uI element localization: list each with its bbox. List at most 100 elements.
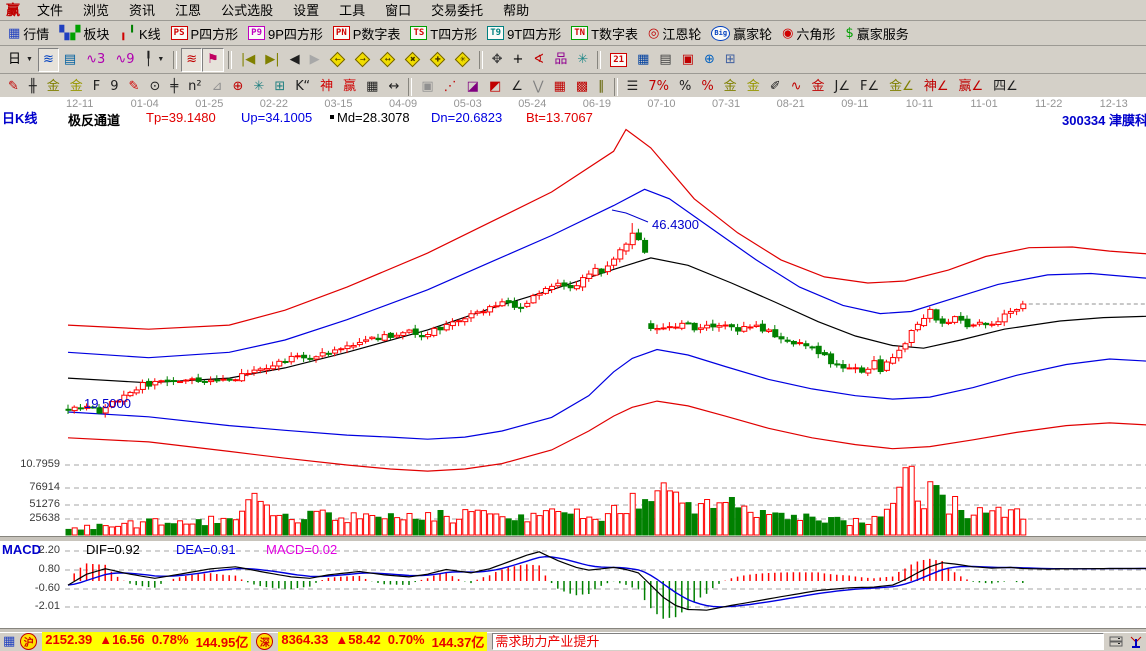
- crosshair-tool-button[interactable]: +: [508, 48, 529, 72]
- measure-tool-button[interactable]: ∢: [528, 48, 549, 72]
- menu-item-6[interactable]: 工具: [339, 3, 366, 18]
- menu-item-3[interactable]: 江恩: [175, 3, 202, 18]
- nav-prev-button[interactable]: ◀: [285, 48, 305, 72]
- n-squared-button[interactable]: n²: [183, 75, 206, 99]
- sectors-button[interactable]: ▚ ▞ 板块: [54, 21, 114, 45]
- network-tool-button[interactable]: ⊕: [699, 48, 720, 72]
- seven-percent-button[interactable]: 7%: [643, 75, 674, 99]
- spiral-9-button[interactable]: 9: [105, 75, 123, 99]
- four-angle-button[interactable]: 四∠: [988, 75, 1023, 99]
- box-frame-button[interactable]: ▣: [416, 75, 438, 99]
- k-quotes-button[interactable]: K“: [290, 75, 315, 99]
- news-ticker[interactable]: 需求助力产业提升: [492, 633, 1104, 650]
- f-angle-button[interactable]: F∠: [855, 75, 884, 99]
- menu-item-9[interactable]: 帮助: [503, 3, 530, 18]
- ying-angle-button[interactable]: 赢∠: [953, 75, 988, 99]
- j-angle-button[interactable]: J∠: [830, 75, 856, 99]
- info-document-button[interactable]: ▤: [59, 48, 81, 72]
- menu-item-8[interactable]: 交易委托: [431, 3, 484, 18]
- antenna-icon[interactable]: [1129, 635, 1143, 649]
- p-digit-table-button[interactable]: PN P数字表: [328, 21, 406, 45]
- menu-item-1[interactable]: 浏览: [83, 3, 110, 18]
- drive-icon[interactable]: [1109, 635, 1124, 649]
- circle-target-button[interactable]: ⊕: [228, 75, 249, 99]
- tick-ruler-button[interactable]: ╪: [165, 75, 183, 99]
- shanghai-index[interactable]: 2152.39 ▲16.56 0.78% 144.95亿: [42, 632, 252, 651]
- calculator-tool-button[interactable]: ▦: [632, 48, 654, 72]
- star-web-button[interactable]: ✳: [248, 75, 269, 99]
- nav-first-button[interactable]: |◀: [236, 48, 260, 72]
- hexagon-button[interactable]: ◉ 六角形: [777, 21, 840, 45]
- gann-compress-button[interactable]: ✖: [400, 48, 425, 72]
- p-square-button[interactable]: PS P四方形: [166, 21, 244, 45]
- fan-lines-button[interactable]: ⋰: [439, 75, 462, 99]
- dense-grid-button[interactable]: ▦: [361, 75, 383, 99]
- gold-red-button[interactable]: 金: [807, 75, 830, 99]
- angle-rays-button[interactable]: ∠: [506, 75, 528, 99]
- candle-style-dropdown-arrow[interactable]: ▼: [157, 56, 165, 63]
- gold-angle-button[interactable]: 金∠: [884, 75, 919, 99]
- fan-square-button[interactable]: ◪: [462, 75, 484, 99]
- price-ladder-button[interactable]: ☰: [622, 75, 644, 99]
- calendar-tool-button[interactable]: 21: [605, 48, 632, 72]
- pattern-red-button[interactable]: ≋: [181, 47, 203, 72]
- market-quotes-button[interactable]: ▦ 行情: [3, 21, 54, 45]
- menu-item-0[interactable]: 文件: [37, 3, 64, 18]
- menu-item-4[interactable]: 公式选股: [221, 3, 274, 18]
- shenzhen-index[interactable]: 8364.33 ▲58.42 0.70% 144.37亿: [278, 632, 488, 651]
- nav-next-button[interactable]: ▶: [305, 48, 325, 72]
- red-grid-2-button[interactable]: ▩: [571, 75, 593, 99]
- gold-circle-button[interactable]: 金: [719, 75, 742, 99]
- chart-canvas[interactable]: [0, 97, 1146, 632]
- shen-tool-button[interactable]: 神: [315, 75, 338, 99]
- save-tool-button[interactable]: ▣: [677, 48, 699, 72]
- winner-service-button[interactable]: $ 赢家服务: [840, 21, 913, 45]
- menu-item-7[interactable]: 窗口: [385, 3, 412, 18]
- ink-ruler-button[interactable]: ✐: [765, 75, 786, 99]
- wave-channel-button[interactable]: ∿: [786, 75, 807, 99]
- gold-grid-2-button[interactable]: 金: [65, 75, 88, 99]
- candle-style-button[interactable]: ╿ ▼: [140, 48, 170, 72]
- gann-left-button[interactable]: ←: [325, 48, 350, 72]
- time-clock-button[interactable]: ⊙: [144, 75, 165, 99]
- analysis-brain-button[interactable]: ✳: [572, 48, 593, 72]
- red-pen-button[interactable]: ✎: [124, 75, 145, 99]
- span-arrows-button[interactable]: ↔: [383, 75, 404, 99]
- chart-small-3-button[interactable]: ∿3: [81, 48, 110, 72]
- chart-small-9-button[interactable]: ∿9: [110, 48, 139, 72]
- zigzag-line-button[interactable]: ⋁: [528, 75, 549, 99]
- notes-tool-button[interactable]: ▤: [654, 48, 676, 72]
- period-day-button[interactable]: 日 ▼: [3, 48, 38, 72]
- gann-wheel-button[interactable]: ◎ 江恩轮: [643, 21, 706, 45]
- ying-tool-button[interactable]: 赢: [338, 75, 361, 99]
- menu-item-2[interactable]: 资讯: [129, 3, 156, 18]
- sort-flag-button[interactable]: ⚑: [202, 47, 224, 72]
- grid-target-button[interactable]: ⊞: [269, 75, 290, 99]
- 9p-square-button[interactable]: P9 9P四方形: [243, 21, 328, 45]
- kline-button[interactable]: ╻ ╹ K线: [114, 21, 165, 45]
- chart-pattern-blue-button[interactable]: ≋: [37, 47, 59, 72]
- percent-line-button[interactable]: %: [696, 75, 718, 99]
- gann-expand-button[interactable]: ✚: [425, 48, 450, 72]
- gann-right-button[interactable]: →: [350, 48, 375, 72]
- flag-cone-button[interactable]: ⊿: [207, 75, 228, 99]
- t-square-button[interactable]: TS T四方形: [405, 21, 482, 45]
- pane-divider-volume-macd[interactable]: [0, 536, 1146, 542]
- gann-all-button[interactable]: ✳: [450, 48, 475, 72]
- remote-tool-button[interactable]: ⊞: [720, 48, 741, 72]
- shen-angle-button[interactable]: 神∠: [919, 75, 954, 99]
- menu-item-5[interactable]: 设置: [293, 3, 320, 18]
- 9t-square-button[interactable]: T9 9T四方形: [482, 21, 566, 45]
- fan-dark-button[interactable]: ◩: [484, 75, 506, 99]
- period-day-dropdown-arrow[interactable]: ▼: [26, 56, 33, 63]
- red-grid-button[interactable]: ▦: [549, 75, 571, 99]
- market-grid-icon[interactable]: ▦: [3, 634, 16, 649]
- winner-wheel-button[interactable]: Big 赢家轮: [706, 21, 777, 45]
- t-digit-table-button[interactable]: TN T数字表: [566, 21, 643, 45]
- gold-grid-button[interactable]: 金: [42, 75, 65, 99]
- gann-horizontal-button[interactable]: ↔: [375, 48, 400, 72]
- parallel-lines-button[interactable]: ∥: [593, 75, 610, 99]
- f-ruler-button[interactable]: F: [88, 75, 105, 99]
- gann-ruler-button[interactable]: ╫: [24, 75, 42, 99]
- ornament-tool-button[interactable]: 品: [549, 48, 572, 72]
